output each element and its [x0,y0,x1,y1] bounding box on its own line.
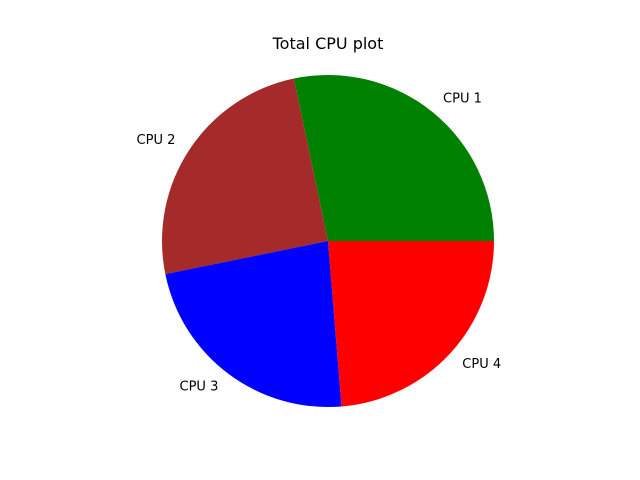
pie-slice-cpu-4 [328,241,494,407]
pie-label-cpu-3: CPU 3 [180,380,219,395]
pie-slice-cpu-1 [293,74,494,241]
pie-labels: CPU 1 CPU 2 CPU 3 CPU 4 [137,92,502,395]
pie-label-cpu-1: CPU 1 [443,92,482,107]
pie-label-cpu-2: CPU 2 [137,133,176,148]
pie-slice-cpu-2 [161,78,328,275]
pie-slice-cpu-3 [165,241,342,407]
pie-slices [161,74,494,407]
chart-title: Total CPU plot [272,34,384,53]
pie-label-cpu-4: CPU 4 [462,357,501,372]
